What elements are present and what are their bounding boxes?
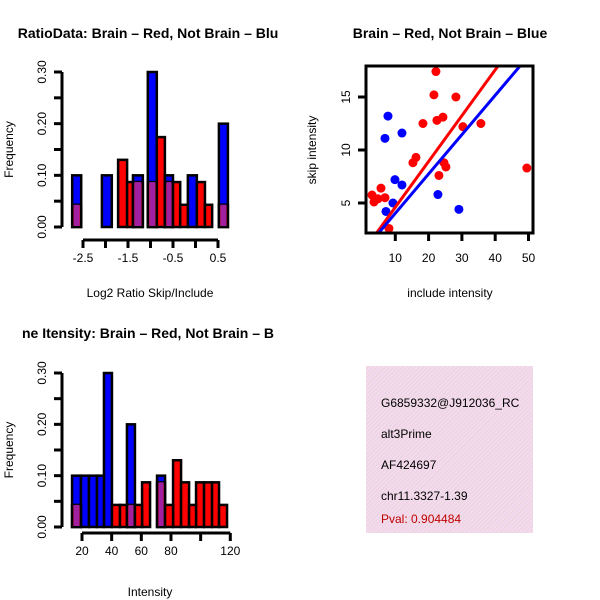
y-tick-label: 0.30 [35, 361, 49, 385]
bar-overlap [149, 182, 156, 226]
gene-id: G6859332@J912036_RC [381, 396, 520, 410]
point-brain [411, 152, 421, 162]
accession: AF424697 [381, 458, 437, 472]
point-not-brain [380, 133, 390, 143]
bar-overlap [220, 204, 227, 226]
x-tick-label: 20 [75, 544, 89, 558]
x-tick-label: -0.5 [163, 251, 184, 265]
point-not-brain [454, 204, 464, 214]
bar-not-brain [186, 174, 199, 229]
fit-line-not-brain [377, 67, 522, 232]
point-brain [438, 112, 448, 122]
bar-brain [217, 503, 229, 529]
y-tick-label: 0.00 [35, 515, 49, 539]
fit-line-brain [375, 67, 500, 232]
point-not-brain [433, 190, 443, 200]
point-brain [384, 223, 394, 232]
point-not-brain [390, 175, 400, 185]
x-tick-label: 30 [455, 251, 469, 265]
x-tick-label: 60 [135, 544, 149, 558]
y-tick-label: 10 [339, 143, 353, 157]
bar-brain [187, 503, 198, 529]
y-tick-label: 0.20 [35, 112, 49, 136]
x-tick-label: -1.5 [118, 251, 139, 265]
x-tick-label: 0.5 [210, 251, 227, 265]
x-tick-label: 40 [105, 544, 119, 558]
bar-overlap [128, 504, 134, 526]
y-tick-label: 0.20 [35, 412, 49, 436]
point-not-brain [383, 111, 393, 121]
bar-overlap [73, 204, 80, 226]
y-tick-label: 5 [339, 199, 353, 206]
bar-overlap [166, 182, 172, 226]
x-tick-label: 120 [220, 544, 240, 558]
bar-not-brain [95, 474, 106, 529]
point-not-brain [397, 128, 407, 138]
point-not-brain [397, 180, 407, 190]
chart-title: ne Itensity: Brain – Red, Not Brain – B [22, 325, 274, 341]
point-brain [376, 183, 386, 193]
x-tick-label: 20 [422, 251, 436, 265]
location: chr11.3327-1.39 [381, 489, 468, 503]
point-brain [380, 193, 390, 203]
bar-brain [116, 158, 129, 229]
bar-brain [133, 503, 144, 529]
point-brain [431, 67, 441, 77]
x-axis-label: Log2 Ratio Skip/Include [87, 286, 214, 300]
bar-brain [203, 203, 214, 229]
bar-overlap [158, 482, 164, 526]
x-tick-label: 80 [164, 544, 178, 558]
bar-not-brain [102, 371, 114, 529]
y-tick-label: 0.10 [35, 464, 49, 488]
y-tick-label: 15 [339, 90, 353, 104]
y-tick-label: 0.00 [35, 215, 49, 239]
bar-brain [163, 503, 175, 529]
bar-overlap [134, 182, 142, 226]
x-axis-label: include intensity [407, 286, 492, 300]
x-tick-label: 40 [489, 251, 503, 265]
point-brain [476, 119, 486, 128]
point-brain [451, 92, 461, 102]
y-tick-label: 0.10 [35, 163, 49, 187]
point-brain [429, 90, 439, 100]
bar-not-brain [100, 174, 114, 229]
y-tick-label: 0.30 [35, 60, 49, 84]
point-brain [373, 194, 383, 204]
point-brain [522, 163, 532, 173]
chart-title: Brain – Red, Not Brain – Blue [353, 25, 548, 41]
chart-title: RatioData: Brain – Red, Not Brain – Blu [18, 25, 279, 41]
point-brain [418, 119, 428, 128]
info-box: G6859332@J912036_RC alt3Prime AF424697 c… [366, 366, 533, 533]
pval: Pval: 0.904484 [381, 512, 462, 526]
bar-overlap [73, 504, 80, 526]
y-axis-label: skip intensity [305, 116, 319, 185]
y-axis-label: Frequency [2, 422, 16, 479]
x-tick-label: 10 [389, 251, 403, 265]
x-tick-label: 50 [522, 251, 536, 265]
x-tick-label: -2.5 [73, 251, 94, 265]
event-type: alt3Prime [381, 427, 432, 441]
x-axis-label: Intensity [128, 585, 173, 599]
point-brain [441, 162, 451, 172]
y-axis-label: Frequency [2, 121, 16, 178]
point-brain [434, 170, 444, 180]
bar-brain [178, 203, 190, 229]
point-not-brain [381, 206, 391, 216]
